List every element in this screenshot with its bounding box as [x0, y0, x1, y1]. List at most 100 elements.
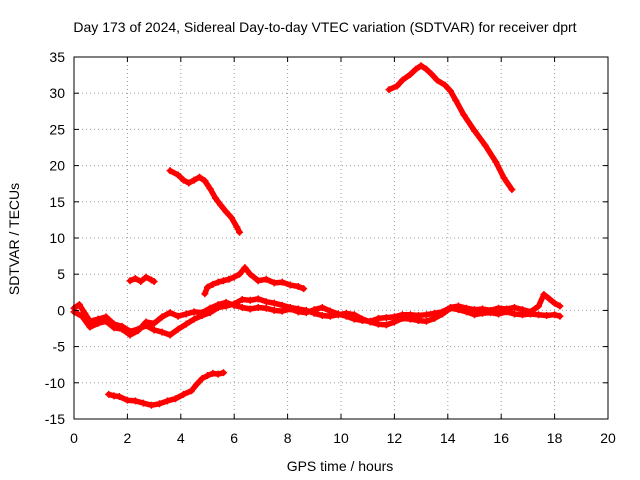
data-point: [527, 308, 535, 316]
data-point: [278, 278, 286, 286]
x-tick-label: 8: [284, 430, 292, 446]
y-tick-label: 15: [49, 194, 65, 210]
data-point: [551, 311, 559, 319]
data-point: [471, 306, 478, 314]
data-point: [134, 327, 142, 335]
data-point: [262, 298, 270, 306]
data-point: [142, 318, 150, 326]
data-point: [174, 171, 182, 179]
data-point: [236, 270, 244, 278]
data-point: [217, 201, 225, 209]
y-tick-label: -10: [45, 375, 65, 391]
data-point: [246, 296, 254, 304]
data-point: [201, 290, 209, 298]
data-point: [382, 314, 390, 322]
data-point: [262, 304, 270, 312]
data-point: [185, 179, 193, 187]
data-point: [462, 304, 470, 312]
data-point: [385, 86, 393, 94]
data-point: [545, 295, 553, 303]
y-tick-label: 20: [49, 158, 65, 174]
data-point: [262, 275, 270, 283]
data-point: [556, 312, 564, 320]
data-point: [220, 277, 228, 285]
series-arc-4: [202, 264, 307, 297]
data-point: [110, 324, 118, 332]
y-tick-label: 5: [57, 266, 65, 282]
data-point: [556, 302, 564, 310]
data-point: [179, 390, 187, 398]
data-point: [190, 315, 198, 323]
x-tick-label: 12: [387, 430, 403, 446]
data-point: [270, 306, 278, 314]
data-point: [142, 273, 150, 281]
series-arc-6: [71, 296, 563, 338]
data-point: [190, 308, 198, 316]
y-tick-label: -5: [53, 339, 66, 355]
data-point: [204, 372, 211, 380]
data-point: [406, 311, 414, 319]
data-point: [236, 228, 244, 236]
gridlines: [74, 57, 608, 419]
data-point: [503, 305, 511, 313]
x-tick-label: 16: [493, 430, 509, 446]
data-point: [123, 396, 131, 404]
data-point: [94, 319, 102, 327]
data-point: [398, 76, 406, 84]
data-point: [137, 277, 145, 285]
data-point: [150, 277, 158, 285]
data-point: [254, 295, 262, 303]
data-point: [233, 223, 241, 231]
data-point: [452, 96, 460, 104]
data-point: [241, 264, 249, 272]
data-point: [460, 111, 468, 119]
data-point: [222, 208, 230, 216]
data-point: [147, 401, 155, 409]
data-point: [131, 397, 139, 405]
data-point: [414, 311, 422, 319]
data-point: [166, 309, 174, 317]
data-point: [398, 311, 406, 319]
data-point: [412, 65, 420, 73]
data-point: [540, 290, 548, 298]
data-point: [551, 299, 559, 307]
data-point: [433, 76, 441, 84]
data-point: [201, 177, 209, 185]
x-tick-label: 14: [440, 430, 456, 446]
series-arc-2: [386, 62, 515, 193]
data-point: [278, 307, 286, 315]
data-point: [187, 387, 195, 395]
data-point: [131, 275, 139, 283]
x-tick-label: 2: [124, 430, 132, 446]
data-point: [102, 317, 110, 325]
data-point: [198, 374, 206, 382]
data-point: [238, 296, 246, 304]
data-point: [230, 301, 238, 309]
data-point: [182, 320, 190, 328]
data-point: [487, 306, 495, 314]
x-tick-label: 6: [230, 430, 238, 446]
y-tick-label: 30: [49, 85, 65, 101]
data-point: [228, 214, 236, 222]
data-point: [198, 309, 206, 317]
data-point: [126, 277, 134, 285]
data-point: [326, 307, 334, 315]
x-tick-label: 18: [547, 430, 563, 446]
data-point: [86, 323, 94, 331]
data-point: [535, 302, 543, 310]
data-point: [166, 167, 174, 175]
data-point: [358, 317, 366, 325]
data-point: [366, 317, 374, 325]
data-point: [230, 273, 238, 281]
x-tick-label: 10: [333, 430, 349, 446]
data-point: [350, 315, 358, 323]
data-point: [479, 305, 487, 313]
data-point: [174, 312, 182, 320]
data-point: [430, 309, 438, 317]
data-point: [75, 301, 83, 309]
data-point: [535, 311, 543, 319]
data-point: [225, 275, 233, 283]
data-point: [209, 280, 217, 288]
data-point: [214, 278, 222, 286]
